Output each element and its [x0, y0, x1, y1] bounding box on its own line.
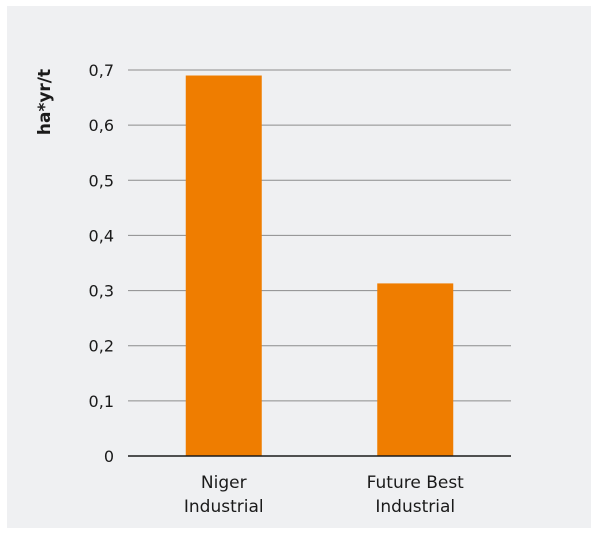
y-tick-label: 0,1: [89, 392, 114, 411]
y-tick-labels: 0 0,1 0,2 0,3 0,4 0,5 0,6 0,7: [89, 61, 114, 466]
y-tick-label: 0: [104, 447, 114, 466]
x-category-labels: Niger Industrial Future Best Industrial: [184, 473, 464, 517]
y-tick-label: 0,4: [89, 226, 114, 245]
y-tick-label: 0,5: [89, 171, 114, 190]
y-axis-label: ha*yr/t: [35, 69, 55, 135]
chart-panel: [7, 6, 591, 528]
x-category-label: Niger Industrial: [184, 473, 264, 517]
y-tick-label: 0,2: [89, 337, 114, 356]
bars: [185, 75, 454, 456]
y-tick-label: 0,7: [89, 61, 114, 80]
y-tick-label: 0,3: [89, 282, 114, 301]
x-category-label: Future Best Industrial: [367, 473, 465, 517]
y-tick-label: 0,6: [89, 116, 114, 135]
bar: [185, 75, 262, 456]
bar: [377, 283, 454, 456]
gridlines: [128, 69, 511, 402]
